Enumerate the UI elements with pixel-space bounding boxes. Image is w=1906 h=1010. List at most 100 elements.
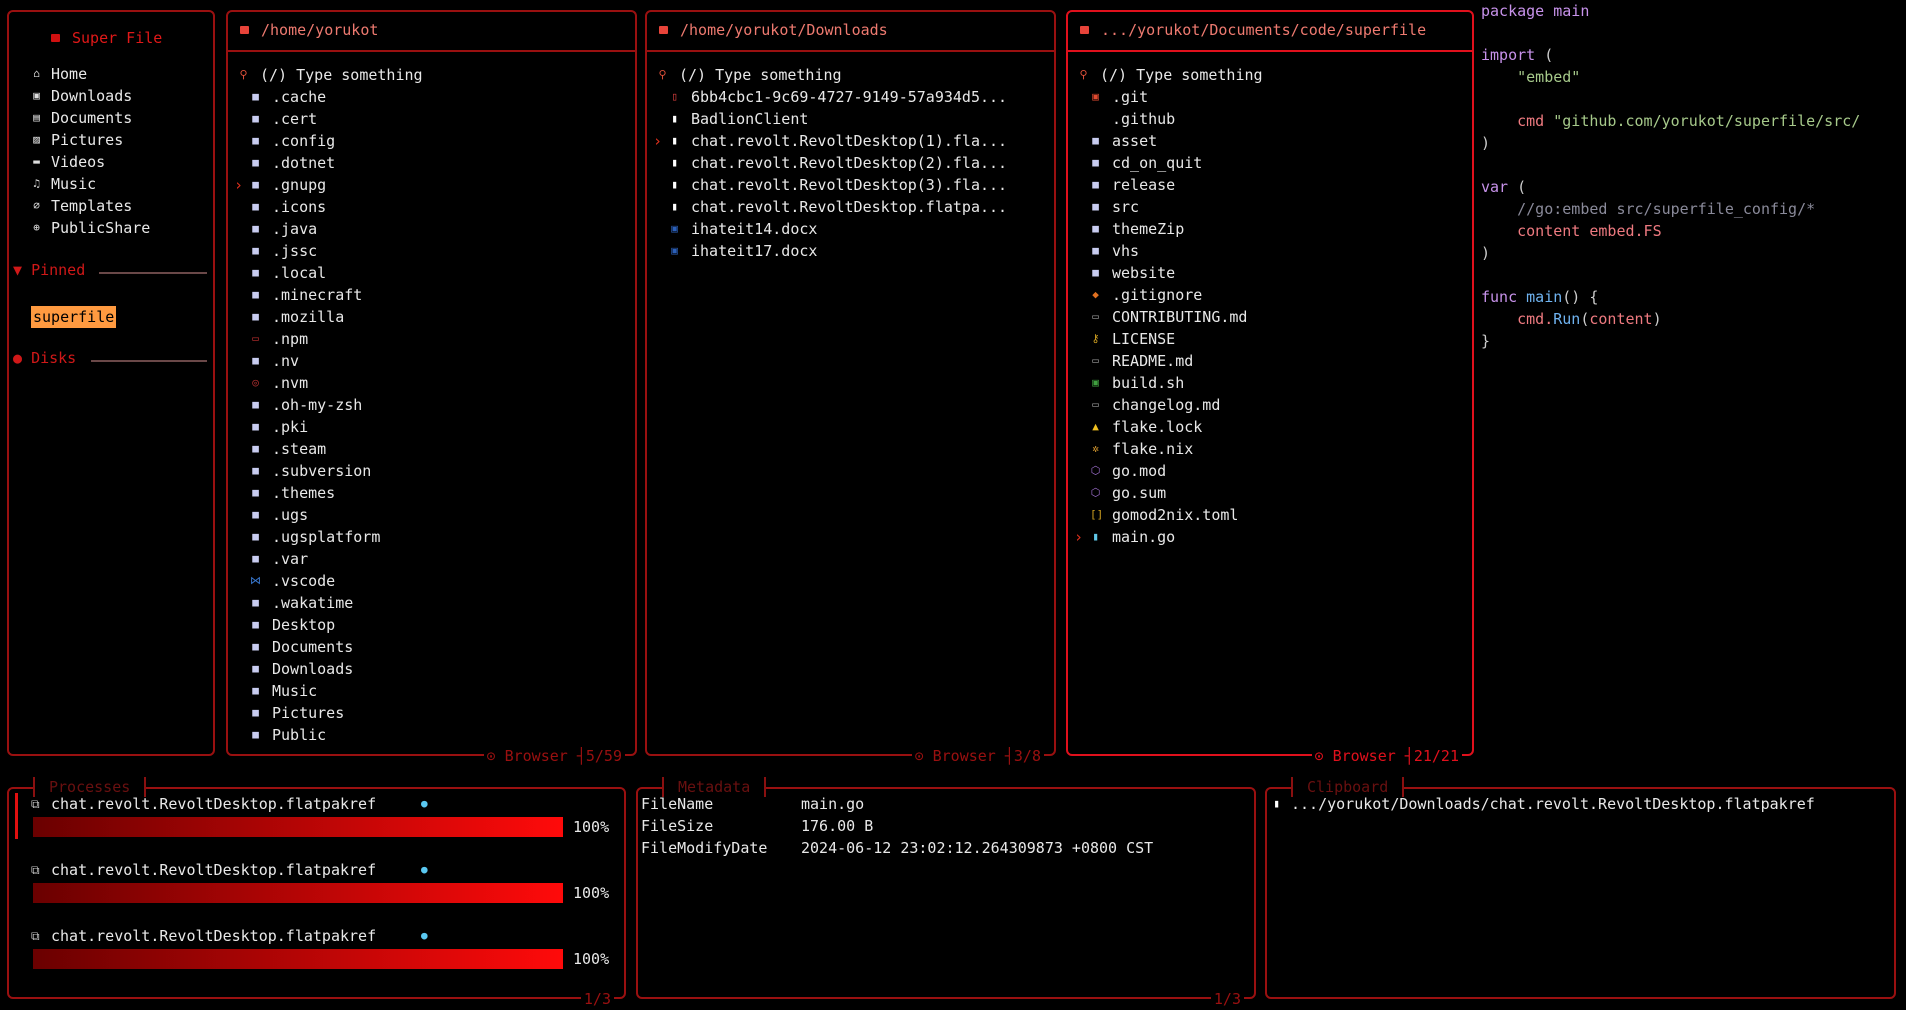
folder-icon: ■ xyxy=(252,442,259,455)
file-row[interactable]: ■ .java xyxy=(228,218,635,240)
file-row[interactable]: ■ .config xyxy=(228,130,635,152)
panel-count: 21/21 xyxy=(1413,747,1459,765)
separator: ┤ xyxy=(1395,747,1414,765)
file-panel[interactable]: /home/yorukot ⚲ (/) Type something ■ .cache ■… xyxy=(226,10,637,766)
key-icon: ⚷ xyxy=(1091,332,1100,345)
file-row[interactable]: ■ cd_on_quit xyxy=(1068,152,1472,174)
file-row[interactable]: ■ .icons xyxy=(228,196,635,218)
file-row[interactable]: ✲ flake.nix xyxy=(1068,438,1472,460)
file-row[interactable]: ■ Documents xyxy=(228,636,635,658)
code-token: embed.FS xyxy=(1589,222,1662,240)
file-row[interactable]: ■ .subversion xyxy=(228,460,635,482)
file-row[interactable]: ■ .cache xyxy=(228,86,635,108)
file-row[interactable]: ■ .wakatime xyxy=(228,592,635,614)
file-row[interactable]: ▭ README.md xyxy=(1068,350,1472,372)
file-row[interactable]: ■ .steam xyxy=(228,438,635,460)
process-name: chat.revolt.RevoltDesktop.flatpakref xyxy=(51,795,377,813)
file-row[interactable]: ▮ chat.revolt.RevoltDesktop(2).fla... xyxy=(647,152,1054,174)
file-row[interactable]: ▮ BadlionClient xyxy=(647,108,1054,130)
file-name: .steam xyxy=(272,440,327,458)
node-icon: ◎ xyxy=(252,376,259,389)
file-row[interactable]: ⬡ go.mod xyxy=(1068,460,1472,482)
file-row[interactable]: ▭ CONTRIBUTING.md xyxy=(1068,306,1472,328)
file-panel[interactable]: /home/yorukot/Downloads ⚲ (/) Type somethi… xyxy=(645,10,1056,766)
file-row[interactable]: ⬡ go.sum xyxy=(1068,482,1472,504)
process-item[interactable]: ⧉ chat.revolt.RevoltDesktop.flatpakref ● xyxy=(9,925,624,947)
file-row[interactable]: ■ .local xyxy=(228,262,635,284)
file-row[interactable]: ■ Public xyxy=(228,724,635,746)
file-row[interactable]: ■ Downloads xyxy=(228,658,635,680)
file-row[interactable]: ▯ 6bb4cbc1-9c69-4727-9149-57a934d5... xyxy=(647,86,1054,108)
file-row[interactable]: ■ .cert xyxy=(228,108,635,130)
panel-path-text: /home/yorukot/Downloads xyxy=(680,21,888,39)
file-row[interactable]: [] gomod2nix.toml xyxy=(1068,504,1472,526)
file-row[interactable]: ■ .dotnet xyxy=(228,152,635,174)
file-row[interactable]: ▣ build.sh xyxy=(1068,372,1472,394)
file-row[interactable]: › ▮ main.go xyxy=(1068,526,1472,548)
file-row[interactable]: ■ Music xyxy=(228,680,635,702)
file-row[interactable]: ■ vhs xyxy=(1068,240,1472,262)
code-token: Run xyxy=(1553,310,1581,328)
code-token: content xyxy=(1589,310,1653,328)
file-name: flake.lock xyxy=(1112,418,1203,436)
file-row[interactable]: ■ .pki xyxy=(228,416,635,438)
file-row[interactable]: ▣ .git xyxy=(1068,86,1472,108)
copy-icon: ⧉ xyxy=(31,929,40,943)
file-row[interactable]: ▮ chat.revolt.RevoltDesktop(3).fla... xyxy=(647,174,1054,196)
file-row[interactable]: ⋈ .vscode xyxy=(228,570,635,592)
metadata-count: 1/3 xyxy=(1210,989,1244,1009)
document-icon: ▤ xyxy=(33,111,40,124)
code-line: content embed.FS xyxy=(1481,220,1860,242)
file-row[interactable]: ■ src xyxy=(1068,196,1472,218)
file-row[interactable]: ▣ ihateit14.docx xyxy=(647,218,1054,240)
file-row[interactable]: › ■ .gnupg xyxy=(228,174,635,196)
process-item[interactable]: ⧉ chat.revolt.RevoltDesktop.flatpakref ● xyxy=(9,859,624,881)
file-row[interactable]: ■ .var xyxy=(228,548,635,570)
file-row[interactable]: ■ .jssc xyxy=(228,240,635,262)
file-name: .ugs xyxy=(272,506,309,524)
file-row[interactable]: ⚷ LICENSE xyxy=(1068,328,1472,350)
file-name: themeZip xyxy=(1112,220,1185,238)
folder-icon: ■ xyxy=(252,728,259,741)
eye-icon: ⊙ xyxy=(914,747,933,765)
file-row[interactable]: ■ .ugs xyxy=(228,504,635,526)
file-name: .github xyxy=(1112,110,1176,128)
file-row[interactable]: ■ release xyxy=(1068,174,1472,196)
divider xyxy=(91,360,207,362)
file-row[interactable]: ■ .ugsplatform xyxy=(228,526,635,548)
file-name: Music xyxy=(272,682,318,700)
file-row[interactable]: ■ .minecraft xyxy=(228,284,635,306)
code-line xyxy=(1481,264,1860,286)
file-row[interactable]: ◎ .nvm xyxy=(228,372,635,394)
file-row[interactable]: ■ Pictures xyxy=(228,702,635,724)
file-panel[interactable]: .../yorukot/Documents/code/superfile ⚲ (/)… xyxy=(1066,10,1474,766)
file-row[interactable]: ▭ .npm xyxy=(228,328,635,350)
file-row[interactable]: ▮ chat.revolt.RevoltDesktop.flatpa... xyxy=(647,196,1054,218)
file-row[interactable]: ■ .mozilla xyxy=(228,306,635,328)
file-row[interactable]: › ▮ chat.revolt.RevoltDesktop(1).fla... xyxy=(647,130,1054,152)
file-row[interactable]: ▲ flake.lock xyxy=(1068,416,1472,438)
file-row[interactable]: ■ .themes xyxy=(228,482,635,504)
file-row[interactable]: ▭ changelog.md xyxy=(1068,394,1472,416)
file-row[interactable]: ■ .nv xyxy=(228,350,635,372)
file-row[interactable]: ■ .oh-my-zsh xyxy=(228,394,635,416)
panel-path-text: /home/yorukot xyxy=(261,21,379,39)
code-token: func xyxy=(1481,288,1527,306)
file-row[interactable]: ■ website xyxy=(1068,262,1472,284)
file-row[interactable]: .github xyxy=(1068,108,1472,130)
file-row[interactable]: ◆ .gitignore xyxy=(1068,284,1472,306)
file-name: .gitignore xyxy=(1112,286,1203,304)
code-token: ) xyxy=(1481,244,1491,262)
pinned-item-superfile[interactable]: superfile xyxy=(31,306,117,328)
go-sum-icon: ⬡ xyxy=(1090,486,1101,499)
sidebar: Super File ⌂ Home ▣ Downloads ▤ Documents ▨ Pic… xyxy=(7,10,215,756)
file-row[interactable]: ■ themeZip xyxy=(1068,218,1472,240)
file-row[interactable]: ▣ ihateit17.docx xyxy=(647,240,1054,262)
word-icon: ▣ xyxy=(671,244,678,257)
code-token: ( xyxy=(1580,310,1590,328)
code-token: "embed" xyxy=(1481,68,1581,86)
process-item[interactable]: ⧉ chat.revolt.RevoltDesktop.flatpakref ● xyxy=(9,793,624,815)
file-row[interactable]: ■ asset xyxy=(1068,130,1472,152)
file-row[interactable]: ■ Desktop xyxy=(228,614,635,636)
download-icon: ▣ xyxy=(33,89,40,102)
